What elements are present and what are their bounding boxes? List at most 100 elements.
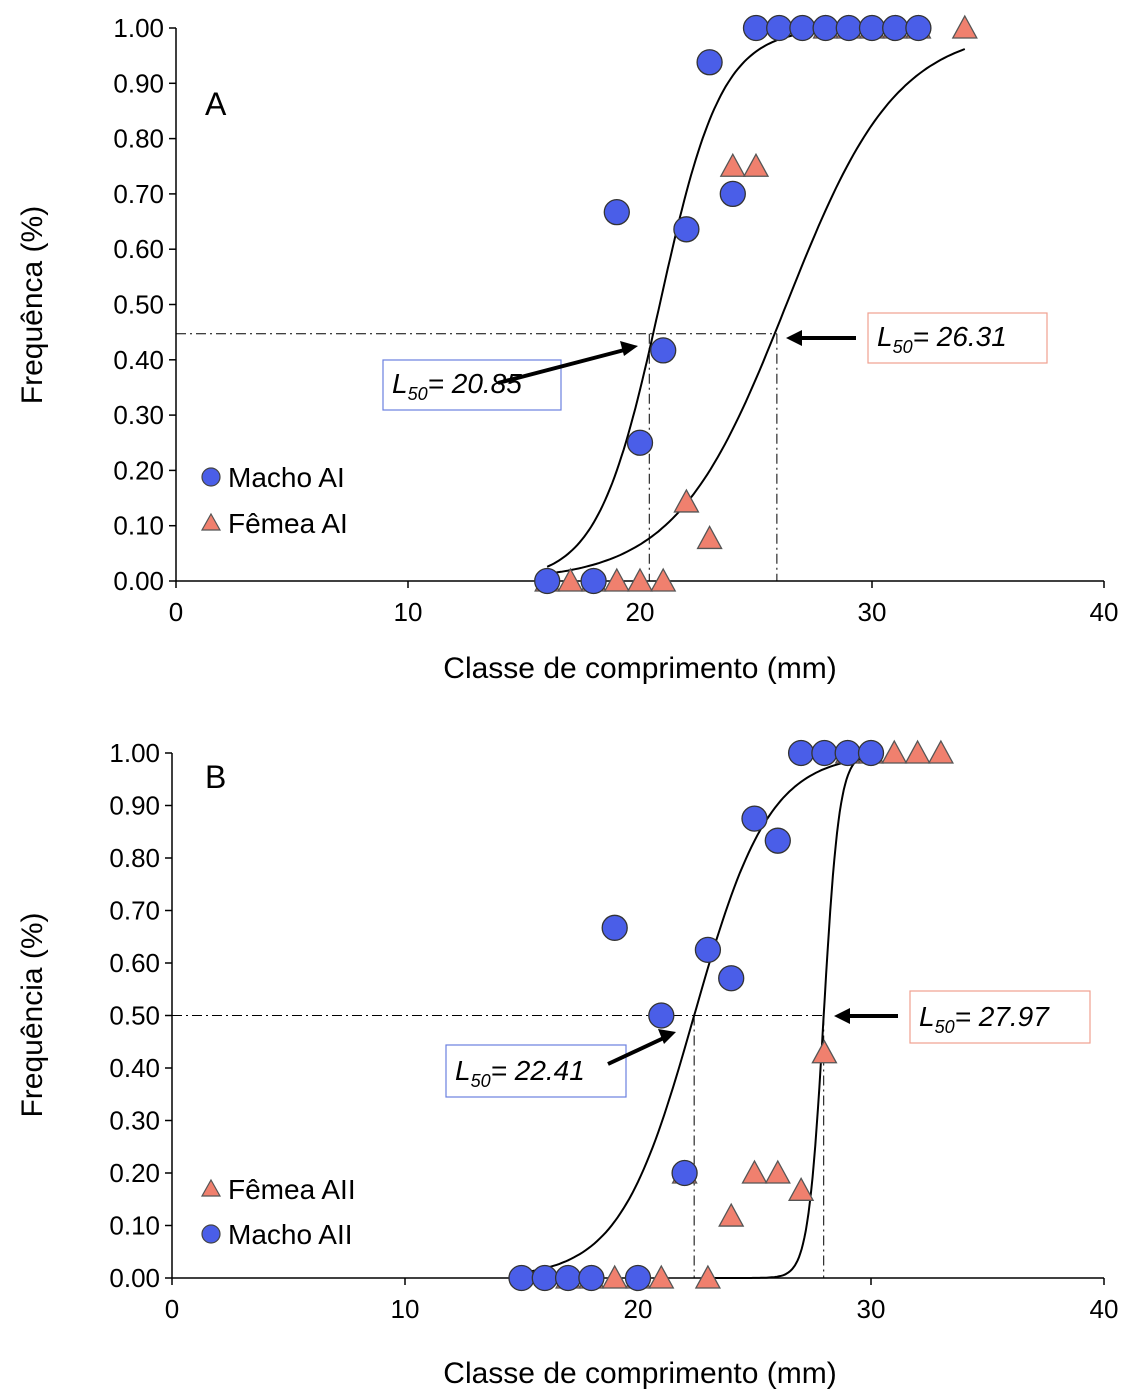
data-point-circle xyxy=(648,1002,675,1029)
x-tick-label: 40 xyxy=(1090,1294,1119,1324)
y-tick-label: 0.30 xyxy=(113,400,164,430)
data-point-circle xyxy=(718,965,745,992)
annotation-value: = 20.85 xyxy=(428,368,523,399)
data-point-triangle xyxy=(788,1176,815,1201)
legend: Macho AI Fêmea AI xyxy=(200,462,348,539)
data-point-circle xyxy=(857,739,885,767)
legend-item-femea-aii: Fêmea AII xyxy=(200,1174,356,1205)
y-tick-label: 0.80 xyxy=(109,843,160,873)
svg-text:L50= 27.97: L50= 27.97 xyxy=(919,1001,1050,1037)
annotation-symbol: L xyxy=(877,321,893,352)
data-point-triangle xyxy=(741,1159,768,1184)
svg-text:L50= 26.31: L50= 26.31 xyxy=(877,321,1007,357)
x-tick-label: 10 xyxy=(394,597,423,627)
annotation-arrowhead xyxy=(658,1029,676,1044)
x-tick-label: 20 xyxy=(624,1294,653,1324)
data-point-triangle xyxy=(696,525,723,550)
y-tick-label: 0.50 xyxy=(113,290,164,320)
y-axis-title: Frequênca (%) xyxy=(16,206,49,404)
legend-marker-triangle xyxy=(200,1178,222,1197)
data-point-circle xyxy=(812,14,839,42)
data-point-circle xyxy=(835,14,862,42)
data-point-circle xyxy=(603,198,630,226)
data-point-circle xyxy=(766,14,793,42)
chart-panel-b: 0.00 0.10 0.20 0.30 0.40 0.50 0.60 0.70 0.80 0.90… xyxy=(16,738,1118,1390)
x-tick-label: 40 xyxy=(1090,597,1119,627)
annotation-arrowhead xyxy=(834,1008,850,1024)
data-point-circle xyxy=(673,216,700,243)
annotation-arrowhead xyxy=(620,341,638,356)
data-point-triangle xyxy=(811,1039,838,1064)
data-point-circle xyxy=(789,14,816,42)
x-tick-label: 30 xyxy=(857,1294,886,1324)
annotation-symbol: L xyxy=(919,1001,935,1032)
x-tick-label: 20 xyxy=(626,597,655,627)
annotation-l50-male: L50= 22.41 xyxy=(445,1029,676,1098)
annotation-symbol: L xyxy=(392,368,408,399)
annotation-box xyxy=(909,990,1091,1044)
data-point-circle xyxy=(764,827,791,854)
annotation-arrow xyxy=(607,1034,669,1066)
data-point-triangle xyxy=(601,1264,628,1289)
data-point-circle xyxy=(554,1264,582,1292)
data-point-circle xyxy=(578,1264,605,1292)
x-axis-title: Classe de comprimento (mm) xyxy=(443,1357,836,1390)
legend-marker-triangle xyxy=(200,512,222,531)
logistic-curve xyxy=(546,29,826,568)
data-point-circle xyxy=(811,739,838,767)
annotation-arrow xyxy=(497,346,633,385)
data-point-triangle xyxy=(718,1202,745,1227)
data-point-circle xyxy=(580,567,607,595)
svg-text:L50= 20.85: L50= 20.85 xyxy=(392,368,522,404)
data-point-circle xyxy=(624,1264,652,1292)
logistic-curve xyxy=(521,756,872,1274)
y-tick-label: 1.00 xyxy=(109,738,160,768)
data-point-circle xyxy=(858,14,886,42)
y-axis-title: Frequência (%) xyxy=(16,912,49,1117)
y-tick-label: 0.10 xyxy=(109,1211,160,1241)
data-point-triangle xyxy=(557,567,584,592)
y-tick-label: 0.40 xyxy=(109,1053,160,1083)
legend-label: Macho AII xyxy=(228,1219,353,1250)
data-point-triangle xyxy=(648,1264,675,1289)
annotation-value: = 27.97 xyxy=(955,1001,1051,1032)
logistic-curve xyxy=(707,753,872,1279)
data-point-triangle xyxy=(673,488,700,513)
y-tick-label: 1.00 xyxy=(113,13,164,43)
x-tick-label: 10 xyxy=(391,1294,420,1324)
data-point-circle xyxy=(601,914,628,941)
data-point-triangle xyxy=(904,739,931,764)
y-tick-label: 0.40 xyxy=(113,345,164,375)
x-axis-title: Classe de comprimento (mm) xyxy=(443,652,836,685)
annotation-l50-female: L50= 27.97 xyxy=(834,990,1091,1044)
legend-item-macho-ai: Macho AI xyxy=(201,462,345,493)
y-tick-label: 0.90 xyxy=(113,68,164,98)
legend-label: Fêmea AII xyxy=(228,1174,356,1205)
svg-text:L50= 22.41: L50= 22.41 xyxy=(455,1055,585,1091)
legend-item-macho-aii: Macho AII xyxy=(201,1219,353,1250)
data-point-circle xyxy=(694,936,722,964)
y-tick-label: 0.10 xyxy=(113,511,164,541)
annotation-box xyxy=(382,359,562,411)
y-tick-label: 0.60 xyxy=(109,948,160,978)
annotation-subscript: 50 xyxy=(893,337,913,357)
data-point-triangle xyxy=(742,152,770,177)
x-tick-label: 30 xyxy=(858,597,887,627)
annotation-value: = 26.31 xyxy=(913,321,1007,352)
panel-label: B xyxy=(205,759,226,795)
y-tick-label: 0.70 xyxy=(109,896,160,926)
x-tick-label: 0 xyxy=(169,597,183,627)
data-point-triangle xyxy=(626,567,654,592)
legend-label: Macho AI xyxy=(228,462,345,493)
y-tick-label: 0.80 xyxy=(113,124,164,154)
data-point-triangle xyxy=(694,1264,721,1289)
data-point-triangle xyxy=(719,152,746,177)
y-tick-label: 0.20 xyxy=(109,1158,160,1188)
y-tick-label: 0.30 xyxy=(109,1106,160,1136)
x-tick-label: 0 xyxy=(165,1294,179,1324)
y-tick-label: 0.00 xyxy=(113,566,164,596)
data-point-circle xyxy=(787,739,815,767)
annotation-value: = 22.41 xyxy=(491,1055,585,1086)
legend-marker-circle xyxy=(201,467,221,487)
